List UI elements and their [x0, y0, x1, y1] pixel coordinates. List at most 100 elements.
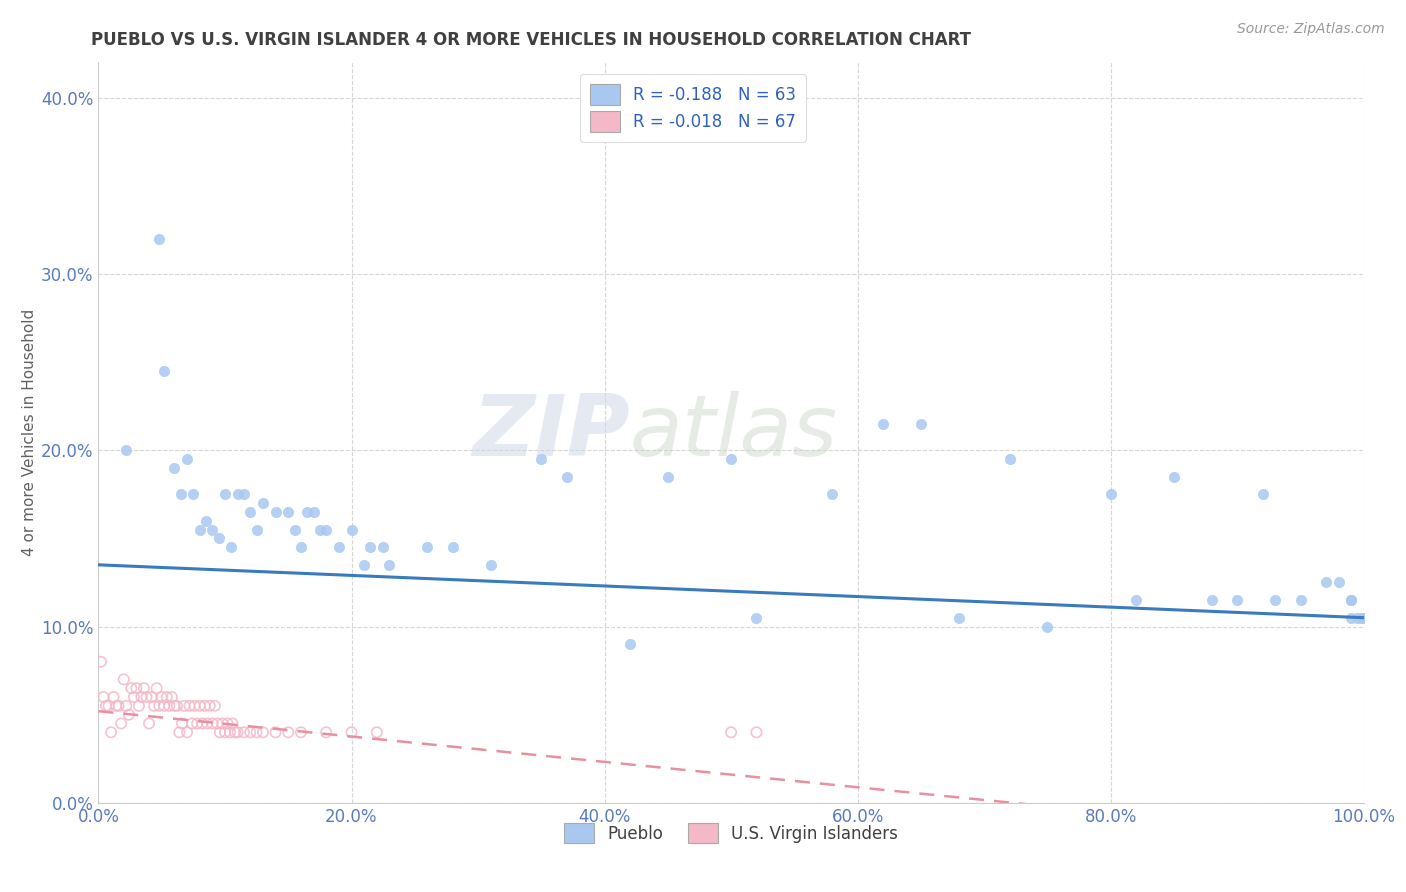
Point [115, 443, 138, 458]
Point [135, 690, 157, 704]
Point [416, 540, 439, 554]
Point [141, 690, 163, 704]
Point [821, 487, 844, 501]
Point [214, 487, 236, 501]
Point [1036, 619, 1059, 633]
Point [128, 698, 150, 713]
Text: PUEBLO VS U.S. VIRGIN ISLANDER 4 OR MORE VEHICLES IN HOUSEHOLD CORRELATION CHART: PUEBLO VS U.S. VIRGIN ISLANDER 4 OR MORE… [91, 31, 972, 49]
Point [191, 716, 214, 731]
Point [208, 725, 231, 739]
Point [198, 698, 221, 713]
Point [277, 505, 299, 519]
Point [107, 698, 129, 713]
Point [176, 725, 198, 739]
Point [157, 698, 180, 713]
Point [297, 505, 319, 519]
Point [371, 540, 394, 554]
Point [97, 698, 120, 713]
Point [194, 514, 218, 528]
Point [201, 716, 224, 731]
Point [219, 725, 242, 739]
Point [264, 505, 287, 519]
Point [309, 523, 332, 537]
Point [188, 523, 211, 537]
Point [166, 698, 188, 713]
Point [872, 417, 894, 431]
Point [302, 505, 325, 519]
Point [233, 725, 256, 739]
Point [353, 558, 375, 572]
Point [340, 725, 363, 739]
Point [138, 716, 160, 731]
Point [1350, 610, 1372, 624]
Point [148, 232, 170, 246]
Point [948, 610, 970, 624]
Point [1264, 593, 1286, 607]
Point [148, 698, 170, 713]
Point [315, 523, 337, 537]
Point [745, 610, 768, 624]
Y-axis label: 4 or more Vehicles in Household: 4 or more Vehicles in Household [22, 309, 38, 557]
Point [998, 452, 1021, 467]
Point [186, 716, 208, 731]
Point [290, 725, 312, 739]
Point [93, 690, 115, 704]
Point [219, 540, 243, 554]
Point [173, 698, 195, 713]
Point [366, 725, 388, 739]
Point [204, 698, 226, 713]
Point [115, 698, 138, 713]
Point [201, 523, 224, 537]
Point [100, 725, 122, 739]
Point [211, 716, 233, 731]
Point [264, 725, 287, 739]
Point [910, 417, 932, 431]
Point [145, 681, 167, 696]
Point [745, 725, 768, 739]
Point [120, 681, 142, 696]
Point [150, 690, 173, 704]
Point [94, 698, 117, 713]
Point [103, 690, 125, 704]
Point [224, 725, 246, 739]
Text: Source: ZipAtlas.com: Source: ZipAtlas.com [1237, 22, 1385, 37]
Point [169, 487, 191, 501]
Point [252, 496, 274, 510]
Point [132, 681, 155, 696]
Point [163, 461, 186, 475]
Point [555, 469, 578, 483]
Point [530, 452, 553, 467]
Point [290, 540, 312, 554]
Point [131, 690, 153, 704]
Point [122, 690, 145, 704]
Point [1163, 469, 1185, 483]
Point [1340, 593, 1362, 607]
Point [284, 523, 307, 537]
Text: atlas: atlas [630, 391, 838, 475]
Point [183, 698, 205, 713]
Point [360, 540, 382, 554]
Point [179, 698, 201, 713]
Point [153, 698, 176, 713]
Point [221, 716, 243, 731]
Point [118, 707, 141, 722]
Point [208, 532, 231, 546]
Point [226, 487, 249, 501]
Point [195, 716, 218, 731]
Point [328, 540, 350, 554]
Point [239, 505, 262, 519]
Point [1099, 487, 1122, 501]
Point [315, 725, 337, 739]
Point [163, 698, 186, 713]
Point [143, 698, 166, 713]
Point [246, 523, 269, 537]
Point [1289, 593, 1312, 607]
Point [657, 469, 679, 483]
Point [1125, 593, 1147, 607]
Point [160, 690, 183, 704]
Point [169, 725, 191, 739]
Point [226, 725, 249, 739]
Point [1340, 593, 1362, 607]
Point [1340, 610, 1362, 624]
Point [441, 540, 464, 554]
